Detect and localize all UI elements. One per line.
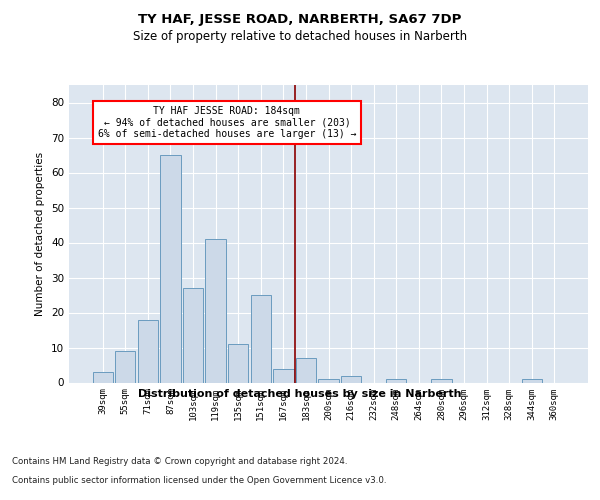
Y-axis label: Number of detached properties: Number of detached properties [35, 152, 46, 316]
Bar [160, 155, 181, 382]
Bar [341, 376, 361, 382]
Text: Size of property relative to detached houses in Narberth: Size of property relative to detached ho… [133, 30, 467, 43]
Bar [251, 295, 271, 382]
Bar [521, 379, 542, 382]
Bar [228, 344, 248, 383]
Bar [319, 379, 338, 382]
Text: Contains public sector information licensed under the Open Government Licence v3: Contains public sector information licen… [12, 476, 386, 485]
Bar [431, 379, 452, 382]
Text: Distribution of detached houses by size in Narberth: Distribution of detached houses by size … [138, 389, 462, 399]
Bar [205, 239, 226, 382]
Bar [386, 379, 406, 382]
Text: Contains HM Land Registry data © Crown copyright and database right 2024.: Contains HM Land Registry data © Crown c… [12, 458, 347, 466]
Text: TY HAF JESSE ROAD: 184sqm
← 94% of detached houses are smaller (203)
6% of semi-: TY HAF JESSE ROAD: 184sqm ← 94% of detac… [98, 106, 356, 139]
Bar [138, 320, 158, 382]
Bar [115, 351, 136, 382]
Bar [273, 368, 293, 382]
Bar [183, 288, 203, 382]
Bar [92, 372, 113, 382]
Text: TY HAF, JESSE ROAD, NARBERTH, SA67 7DP: TY HAF, JESSE ROAD, NARBERTH, SA67 7DP [139, 12, 461, 26]
Bar [296, 358, 316, 382]
